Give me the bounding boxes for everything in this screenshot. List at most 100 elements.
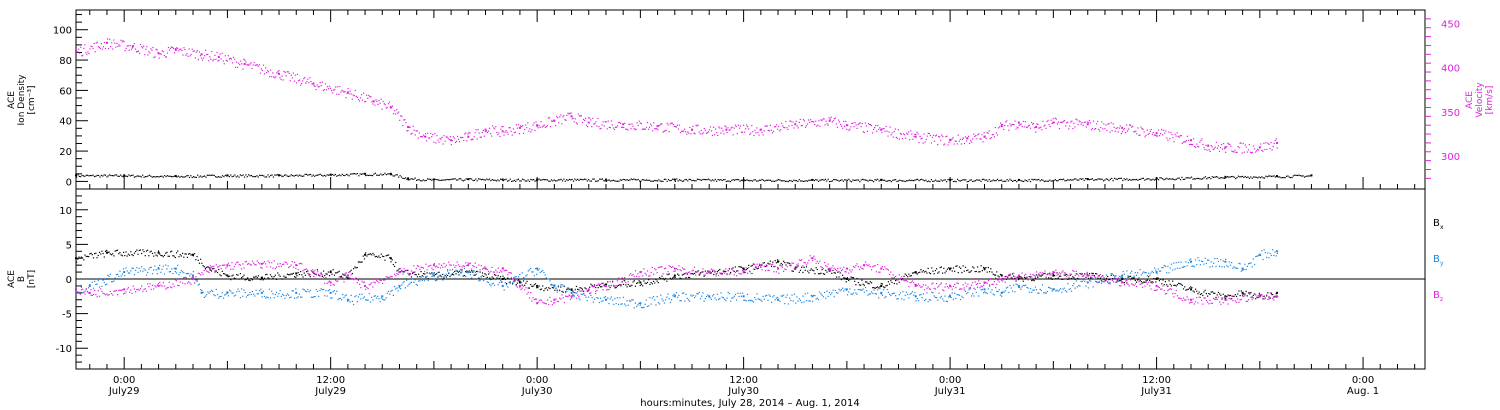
- bx-series-sample: [1014, 278, 1016, 280]
- by-series-sample: [628, 300, 631, 302]
- velocity-series-sample: [1254, 151, 1257, 153]
- bz-series-sample: [237, 261, 239, 263]
- ion-density-series-sample: [1069, 179, 1072, 181]
- by-series-sample: [163, 273, 166, 275]
- bx-series-point: [75, 257, 77, 260]
- by-series-sample: [1232, 267, 1234, 269]
- bx-series-sample: [734, 266, 737, 268]
- velocity-series-sample: [130, 48, 132, 50]
- top-left-tick-label: 100: [53, 26, 72, 37]
- velocity-series-sample: [396, 109, 398, 111]
- by-series-sample: [613, 303, 615, 305]
- velocity-series-sample: [444, 140, 446, 142]
- ion-density-series-sample: [757, 180, 759, 182]
- velocity-series-sample: [857, 124, 859, 126]
- by-series-sample: [1173, 262, 1175, 264]
- bx-series-sample: [850, 276, 852, 278]
- bx-series-sample: [895, 279, 897, 282]
- ion-density-series-sample: [903, 180, 905, 182]
- bz-series-sample: [153, 288, 155, 290]
- velocity-series-sample: [704, 129, 706, 131]
- by-series-sample: [219, 295, 221, 298]
- velocity-series-sample: [245, 61, 247, 63]
- by-series-sample: [657, 302, 659, 304]
- by-series-sample: [98, 286, 101, 288]
- ion-density-series-sample: [897, 180, 899, 182]
- by-series-sample: [1160, 270, 1162, 272]
- ion-density-series-sample: [747, 179, 749, 182]
- bx-series-sample: [177, 250, 179, 252]
- by-series-sample: [279, 289, 281, 292]
- bz-series-sample: [302, 270, 304, 272]
- velocity-series-sample: [728, 129, 730, 131]
- ion-density-series-sample: [241, 175, 243, 177]
- by-series-sample: [803, 301, 805, 303]
- bx-series-sample: [1044, 272, 1046, 275]
- ion-density-series-sample: [209, 174, 211, 176]
- velocity-series-sample: [1214, 146, 1216, 148]
- velocity-series-sample: [1179, 135, 1181, 137]
- by-series-sample: [304, 290, 307, 292]
- velocity-series-sample: [270, 69, 272, 71]
- by-series-sample: [603, 297, 605, 299]
- by-series-sample: [537, 269, 539, 271]
- bx-series-sample: [856, 277, 858, 280]
- by-series-sample: [291, 290, 293, 292]
- ion-density-series-sample: [1057, 180, 1059, 182]
- bx-series-sample: [332, 269, 334, 271]
- by-series-sample: [1164, 265, 1167, 267]
- ion-density-series-sample: [515, 180, 517, 182]
- bz-series-sample: [210, 266, 213, 268]
- bx-series-sample: [420, 270, 422, 273]
- ion-density-series-sample: [716, 180, 718, 182]
- by-series-sample: [110, 281, 113, 283]
- by-series-sample: [844, 288, 846, 290]
- bz-series-sample: [445, 264, 447, 266]
- by-series-sample: [1078, 284, 1080, 287]
- by-series-sample: [701, 295, 703, 297]
- by-series-sample: [618, 303, 620, 305]
- bx-series-sample: [907, 276, 909, 278]
- velocity-series-sample: [253, 61, 255, 64]
- velocity-series-sample: [925, 138, 927, 140]
- bz-series-sample: [196, 280, 198, 282]
- bx-series-sample: [343, 274, 345, 276]
- ion-density-series-sample: [834, 178, 836, 181]
- bx-series-sample: [486, 276, 488, 278]
- bx-series-sample: [791, 270, 793, 272]
- bz-series-sample: [389, 276, 391, 278]
- bx-series-sample: [974, 270, 976, 273]
- velocity-series-sample: [492, 125, 494, 127]
- ion-density-series-sample: [630, 178, 632, 180]
- bx-series-sample: [746, 267, 749, 270]
- bx-series-sample: [534, 283, 537, 285]
- ion-density-series-sample: [179, 176, 181, 178]
- bx-series-sample: [449, 275, 451, 278]
- bz-series-sample: [147, 283, 149, 285]
- by-series-sample: [256, 293, 258, 295]
- ion-density-series-sample: [650, 180, 652, 182]
- by-series-sample: [655, 304, 657, 306]
- by-series-sample: [473, 270, 475, 272]
- by-series-sample: [150, 266, 152, 268]
- ion-density-series-sample: [885, 180, 887, 182]
- by-series-sample: [368, 292, 370, 295]
- by-series-sample: [1246, 265, 1248, 268]
- velocity-series-sample: [935, 134, 938, 136]
- bx-series-point: [673, 274, 676, 277]
- velocity-series-sample: [364, 101, 366, 103]
- velocity-series-sample: [1007, 125, 1009, 127]
- velocity-series-sample: [1069, 125, 1071, 127]
- ion-density-series-sample: [572, 180, 575, 182]
- velocity-series-sample: [877, 124, 879, 127]
- ion-density-series-sample: [237, 175, 239, 177]
- bx-series-sample: [1231, 298, 1233, 300]
- velocity-series-sample: [353, 95, 355, 97]
- bz-series-sample: [336, 280, 338, 282]
- ion-density-series-sample: [296, 174, 298, 176]
- velocity-series-sample: [125, 47, 127, 50]
- bx-series-sample: [724, 270, 726, 272]
- velocity-series-sample: [859, 122, 861, 124]
- by-series-sample: [968, 289, 970, 291]
- by-series-sample: [284, 297, 286, 299]
